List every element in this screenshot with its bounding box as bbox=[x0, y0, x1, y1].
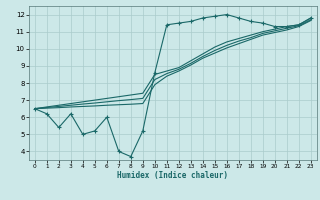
X-axis label: Humidex (Indice chaleur): Humidex (Indice chaleur) bbox=[117, 171, 228, 180]
